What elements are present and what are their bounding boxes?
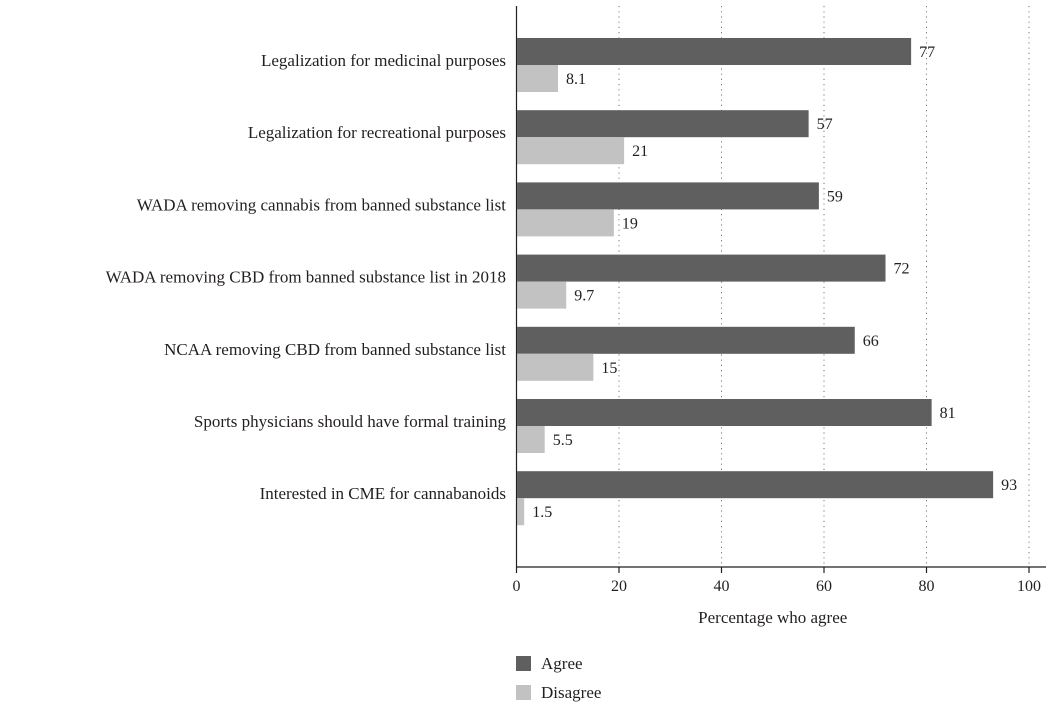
x-tick-label: 40 [714, 578, 730, 595]
data-label-disagree: 15 [601, 360, 617, 377]
bar-disagree [517, 498, 525, 526]
category-labels: Legalization for medicinal purposes Legal… [106, 51, 507, 503]
x-axis-ticks: 0 20 40 60 80 100 [513, 567, 1041, 595]
bar-disagree [517, 137, 625, 165]
bar-agree [517, 254, 886, 282]
category-label: Interested in CME for cannabanoids [260, 484, 506, 503]
data-label-agree: 81 [940, 405, 956, 422]
data-labels: 77 8.1 57 21 59 19 72 9.7 66 15 81 5.5 93 1.5 [532, 44, 1017, 521]
data-label-agree: 59 [827, 188, 843, 205]
category-label: NCAA removing CBD from banned substance … [164, 340, 506, 359]
data-label-agree: 57 [817, 116, 833, 133]
category-label: WADA removing CBD from banned substance … [106, 268, 506, 287]
data-label-disagree: 9.7 [574, 288, 594, 305]
bar-agree [517, 399, 932, 426]
x-tick-label: 0 [513, 578, 521, 595]
bar-agree [517, 38, 912, 65]
data-label-disagree: 19 [622, 215, 638, 232]
data-label-disagree: 1.5 [532, 504, 552, 521]
bar-agree [517, 110, 809, 138]
data-label-disagree: 5.5 [553, 432, 573, 449]
legend: Agree Disagree [516, 654, 601, 702]
category-label: Legalization for medicinal purposes [261, 51, 506, 70]
data-label-disagree: 8.1 [566, 71, 586, 88]
legend-label-disagree: Disagree [541, 683, 601, 702]
x-tick-label: 100 [1017, 578, 1041, 595]
legend-label-agree: Agree [541, 654, 583, 673]
x-tick-label: 60 [816, 578, 832, 595]
bar-disagree [517, 65, 559, 92]
data-label-disagree: 21 [632, 143, 648, 160]
category-label: Sports physicians should have formal tra… [194, 412, 507, 431]
x-axis-title: Percentage who agree [698, 608, 847, 627]
bars [517, 38, 994, 526]
x-tick-label: 20 [611, 578, 627, 595]
bar-disagree [517, 426, 545, 453]
bar-agree [517, 471, 994, 499]
bar-agree [517, 182, 819, 210]
legend-swatch-disagree [516, 685, 531, 700]
category-label: WADA removing cannabis from banned subst… [137, 195, 506, 214]
data-label-agree: 66 [863, 333, 879, 350]
bar-disagree [517, 281, 567, 309]
category-label: Legalization for recreational purposes [248, 123, 506, 142]
x-tick-label: 80 [919, 578, 935, 595]
bar-disagree [517, 353, 594, 381]
bar-disagree [517, 209, 614, 237]
data-label-agree: 77 [919, 44, 935, 61]
data-label-agree: 72 [894, 261, 910, 278]
bar-agree [517, 326, 855, 354]
legend-swatch-agree [516, 656, 531, 671]
data-label-agree: 93 [1001, 477, 1017, 494]
